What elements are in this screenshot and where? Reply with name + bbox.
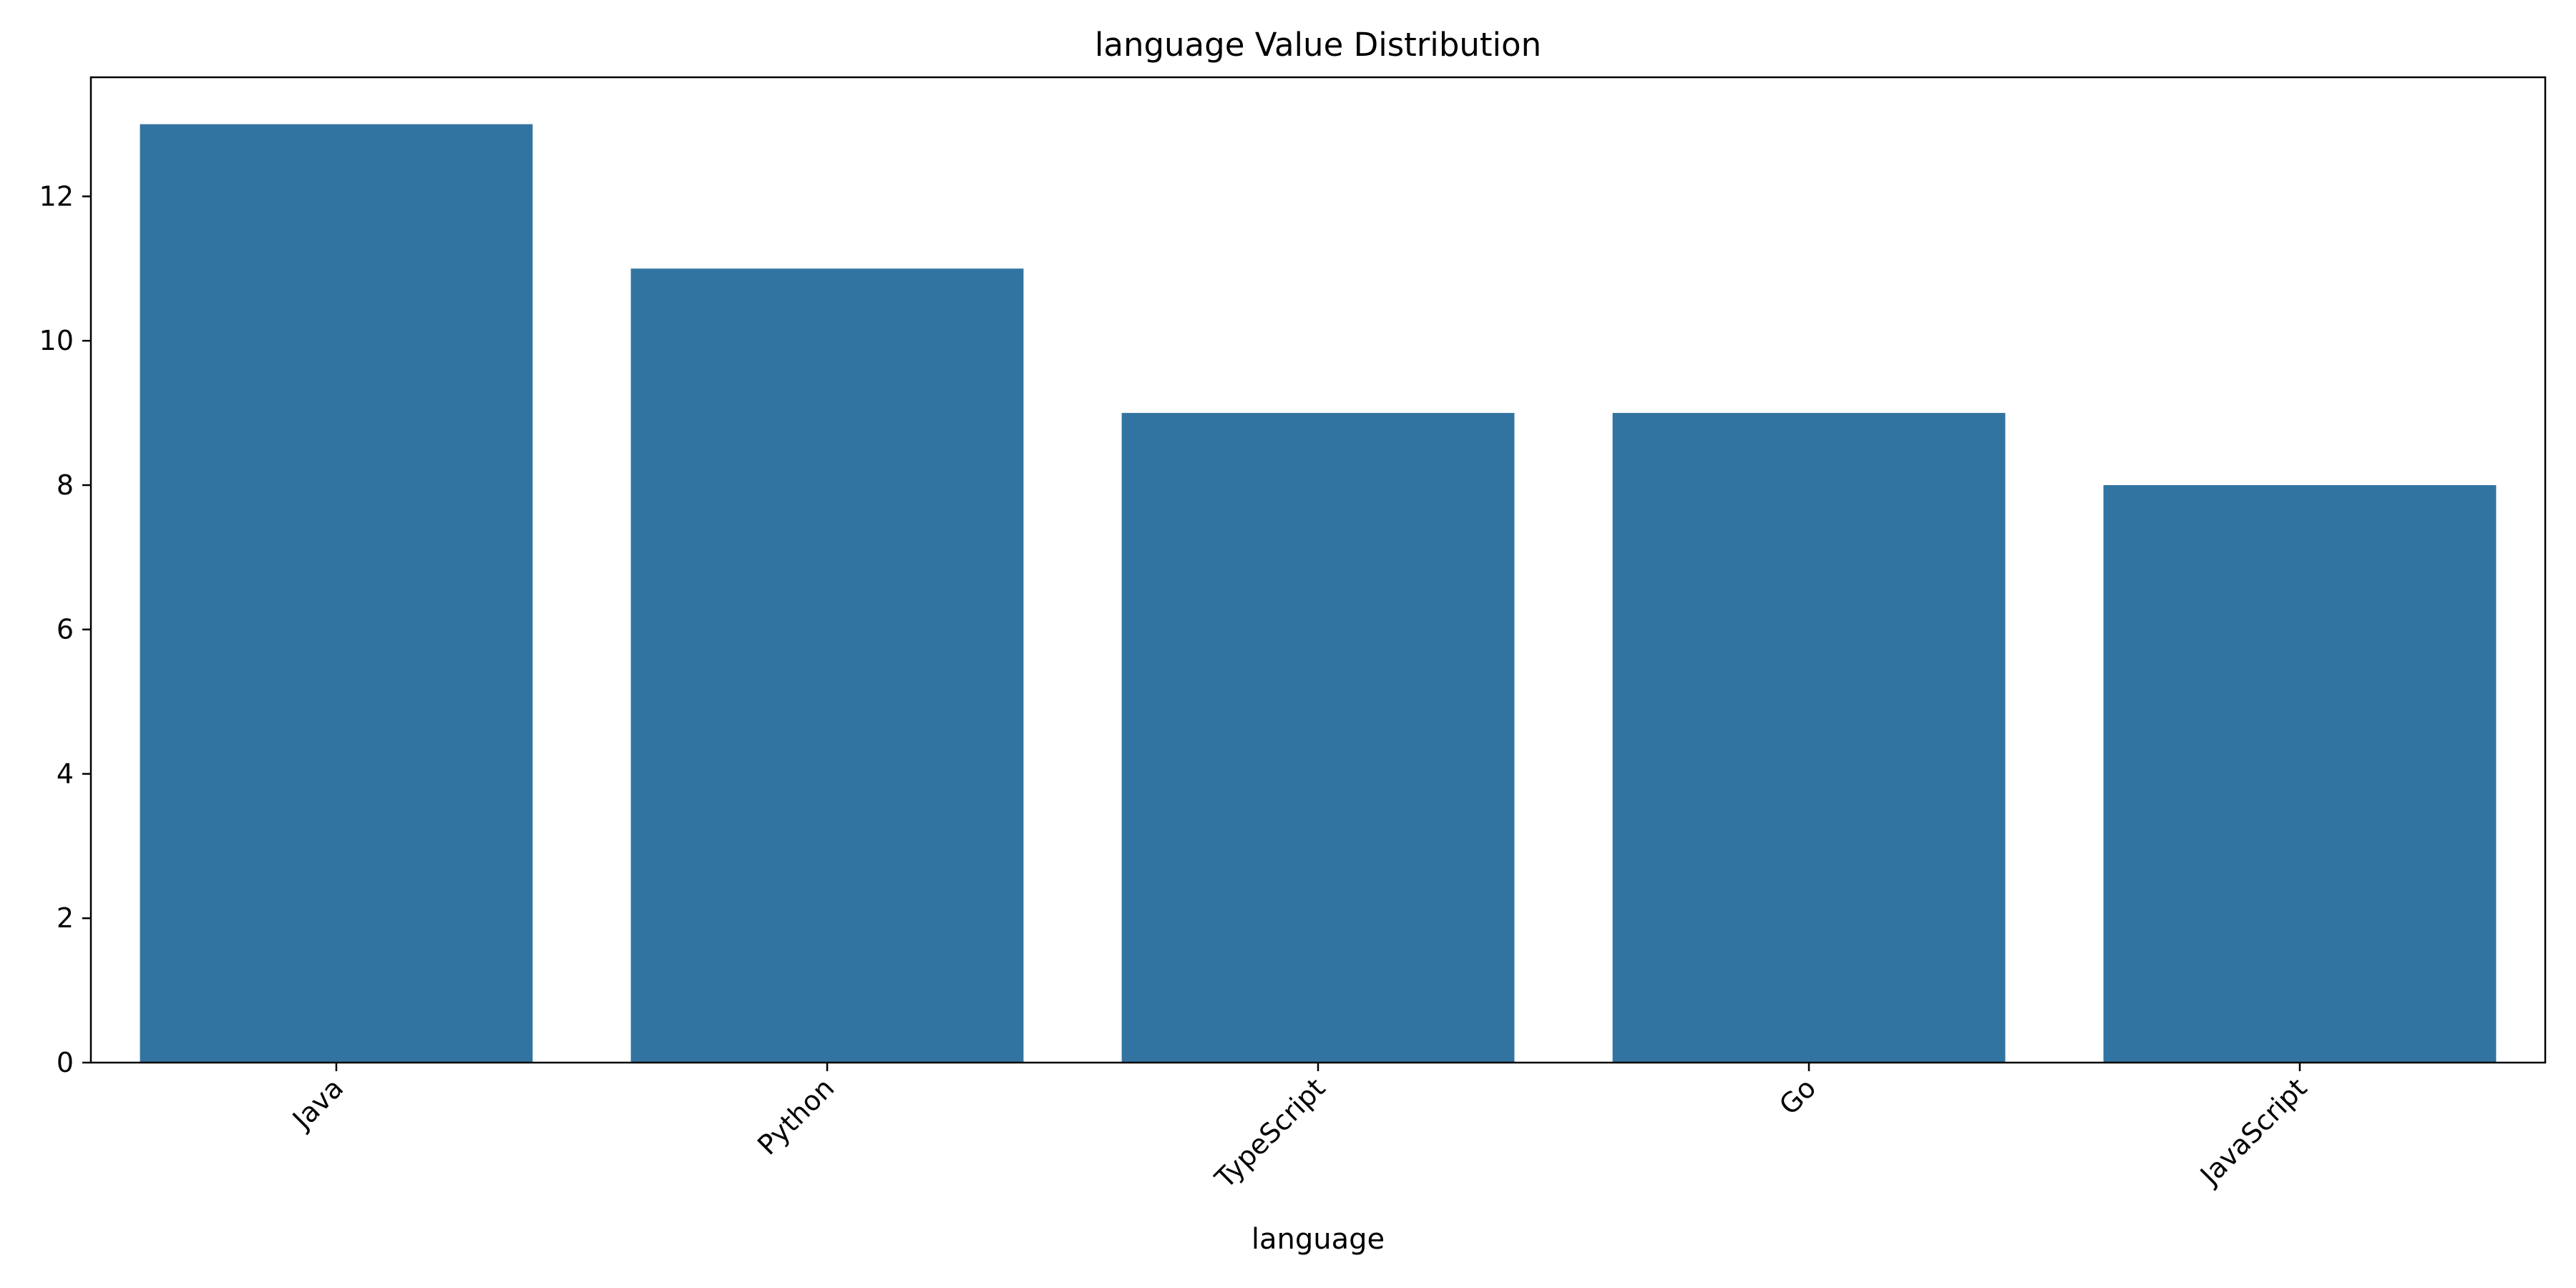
bar-javascript: [2103, 484, 2497, 1063]
x-tick-label: TypeScript: [1209, 1072, 1331, 1194]
y-tick-label: 12: [39, 180, 74, 212]
y-tick-label: 4: [57, 758, 74, 789]
y-tick-label: 6: [57, 614, 74, 645]
bar-python: [630, 268, 1024, 1063]
y-tick-label: 2: [57, 902, 74, 934]
bar-java: [140, 124, 533, 1063]
y-tick-label: 0: [57, 1047, 74, 1078]
bars-group: [140, 124, 2497, 1063]
plot-frame: [89, 76, 2547, 1064]
y-axis: 0 2 4 6 8 10 12: [39, 180, 91, 1078]
x-tick-label: Go: [1773, 1072, 1822, 1121]
bar-typescript: [1121, 413, 1515, 1063]
x-tick-label: Java: [286, 1072, 349, 1136]
y-tick-label: 10: [39, 325, 74, 356]
x-axis-label: language: [1252, 1223, 1385, 1256]
x-tick-label: JavaScript: [2193, 1072, 2313, 1191]
y-tick-label: 8: [57, 469, 74, 501]
chart-title: language Value Distribution: [1095, 26, 1541, 64]
x-axis: Java Python TypeScript Go JavaScript: [286, 1063, 2313, 1195]
x-tick-label: Python: [751, 1072, 840, 1161]
bar-go: [1612, 413, 2006, 1063]
